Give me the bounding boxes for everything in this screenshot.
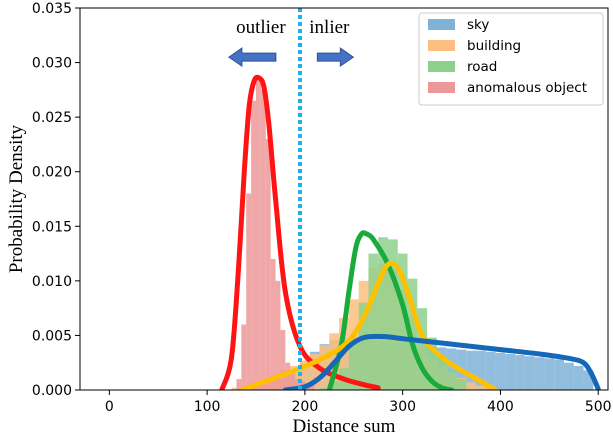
y-tick-label: 0.010 (32, 274, 72, 290)
x-tick-label: 0 (105, 399, 114, 415)
bar-road (348, 340, 359, 390)
legend-box (418, 12, 604, 106)
y-tick-label: 0.015 (32, 219, 72, 235)
x-tick-label: 400 (487, 399, 514, 415)
bar-sky (534, 357, 545, 390)
x-axis-title: Distance sum (293, 416, 396, 437)
legend-swatch-building (428, 40, 455, 51)
bar-sky (476, 350, 486, 390)
curve-road (326, 230, 455, 390)
arrow-right-icon (316, 47, 355, 68)
bar-sky (446, 348, 457, 390)
plot-frame (79, 7, 609, 391)
annotation-inlier: inlier (309, 17, 350, 38)
bar-anomalous-object (295, 379, 300, 390)
legend-swatch-sky (428, 19, 455, 30)
y-tick-label: 0.035 (32, 1, 72, 17)
x-tick-label: 100 (194, 399, 221, 415)
bar-building (319, 345, 330, 390)
legend-swatch-anomalous-object (428, 82, 455, 93)
bar-sky (505, 353, 516, 390)
bar-road (388, 239, 398, 390)
bar-road (329, 381, 340, 390)
bar-anomalous-object (270, 259, 276, 390)
bar-road (397, 253, 408, 390)
legend: sky building road anomalous object (418, 12, 604, 106)
bar-sky (495, 352, 506, 390)
bar-sky (544, 358, 555, 390)
bar-sky (524, 356, 535, 390)
x-axis-ticks: 0 100 200 300 400 500 (105, 390, 612, 415)
bar-anomalous-object (280, 329, 286, 390)
bar-anomalous-object (246, 193, 252, 390)
bar-building (466, 382, 476, 390)
y-tick-label: 0.030 (32, 56, 72, 72)
bar-sky (485, 351, 496, 390)
bar-anomalous-object (260, 89, 266, 390)
legend-label-road: road (467, 59, 497, 75)
bar-sky (583, 370, 594, 390)
arrow-left-icon (228, 47, 277, 68)
bar-sky (554, 359, 564, 390)
bar-anomalous-object (241, 324, 247, 390)
bars-anomalous-object (236, 78, 315, 390)
bar-road (427, 337, 437, 390)
y-axis-title: Probability Density (6, 124, 27, 273)
bar-anomalous-object (275, 280, 281, 390)
curve-sky (282, 333, 601, 390)
bar-sky (564, 362, 574, 390)
bar-sky (466, 350, 476, 390)
bar-anomalous-object (290, 373, 296, 390)
x-tick-label: 200 (292, 399, 319, 415)
bar-road (378, 237, 388, 390)
x-tick-label: 300 (389, 399, 416, 415)
bar-anomalous-object (236, 379, 242, 390)
legend-label-building: building (467, 38, 521, 54)
legend-label-anomalous-object: anomalous object (467, 80, 587, 96)
bar-anomalous-object (256, 78, 261, 390)
bar-building (309, 353, 320, 390)
bar-anomalous-object (309, 384, 315, 390)
annotations: outlier inlier (228, 17, 355, 68)
y-tick-label: 0.000 (32, 383, 72, 399)
y-tick-label: 0.025 (32, 110, 72, 126)
bar-anomalous-object (251, 100, 256, 390)
bar-road (368, 253, 379, 390)
bar-anomalous-object (265, 138, 271, 390)
bar-road (456, 379, 467, 390)
legend-swatch-road (428, 61, 455, 72)
bar-sky (515, 355, 525, 390)
y-tick-label: 0.020 (32, 165, 72, 181)
bar-building (476, 385, 486, 390)
bar-anomalous-object (285, 362, 291, 390)
y-tick-label: 0.005 (32, 328, 72, 344)
density-curves (219, 74, 601, 390)
curve-building (238, 260, 499, 390)
bar-road (358, 302, 369, 390)
annotation-outlier: outlier (236, 17, 286, 38)
y-axis-ticks: 0.000 0.005 0.010 0.015 0.020 0.025 0.030 0.035 (32, 1, 80, 399)
bar-building (300, 360, 310, 390)
bar-road (446, 370, 457, 390)
bar-road (319, 387, 330, 390)
bar-road (417, 308, 428, 390)
bar-sky (573, 365, 584, 390)
legend-label-sky: sky (467, 17, 489, 33)
x-tick-label: 500 (585, 399, 612, 415)
bar-road (436, 357, 447, 390)
